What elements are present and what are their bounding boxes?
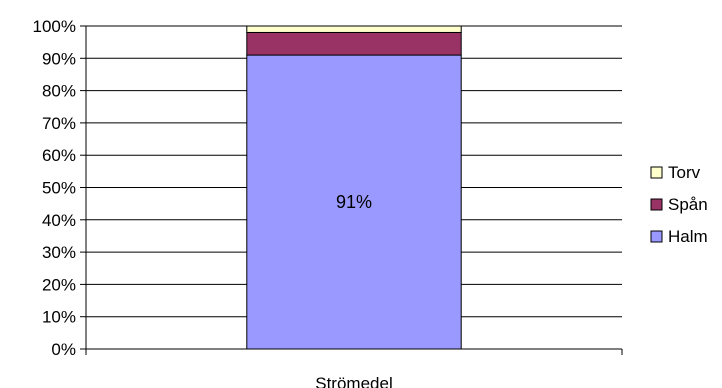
bar-segment-torv (246, 25, 462, 33)
bars (246, 25, 462, 350)
y-axis-tick-labels: 0% 10% 20% 30% 40% 50% 60% 70% 80% 90% 100% (33, 17, 76, 359)
y-tick-label: 40% (42, 211, 76, 230)
legend-label: Halm (668, 227, 708, 246)
y-tick-label: 10% (42, 308, 76, 327)
y-tick-label: 70% (42, 114, 76, 133)
y-tick-label: 80% (42, 82, 76, 101)
y-tick-label: 50% (42, 179, 76, 198)
legend: Torv Spån Halm (650, 163, 708, 246)
y-tick-label: 20% (42, 275, 76, 294)
legend-swatch (650, 198, 663, 211)
legend-swatch (650, 166, 663, 179)
y-tick-label: 100% (33, 17, 76, 36)
y-tick-label: 30% (42, 243, 76, 262)
x-category-label: Strömedel (315, 374, 392, 388)
axes (80, 25, 623, 355)
data-labels: 91% (336, 192, 372, 212)
y-tick-label: 0% (51, 340, 76, 359)
legend-label: Torv (668, 163, 701, 182)
legend-label: Spån (668, 195, 708, 214)
y-tick-label: 90% (42, 49, 76, 68)
legend-swatch (650, 230, 663, 243)
x-axis-category-labels: Strömedel (315, 374, 392, 388)
data-label: 91% (336, 192, 372, 212)
bar-segment-halm (246, 54, 462, 350)
bar-segment-sp-n (246, 31, 462, 56)
y-tick-label: 60% (42, 146, 76, 165)
